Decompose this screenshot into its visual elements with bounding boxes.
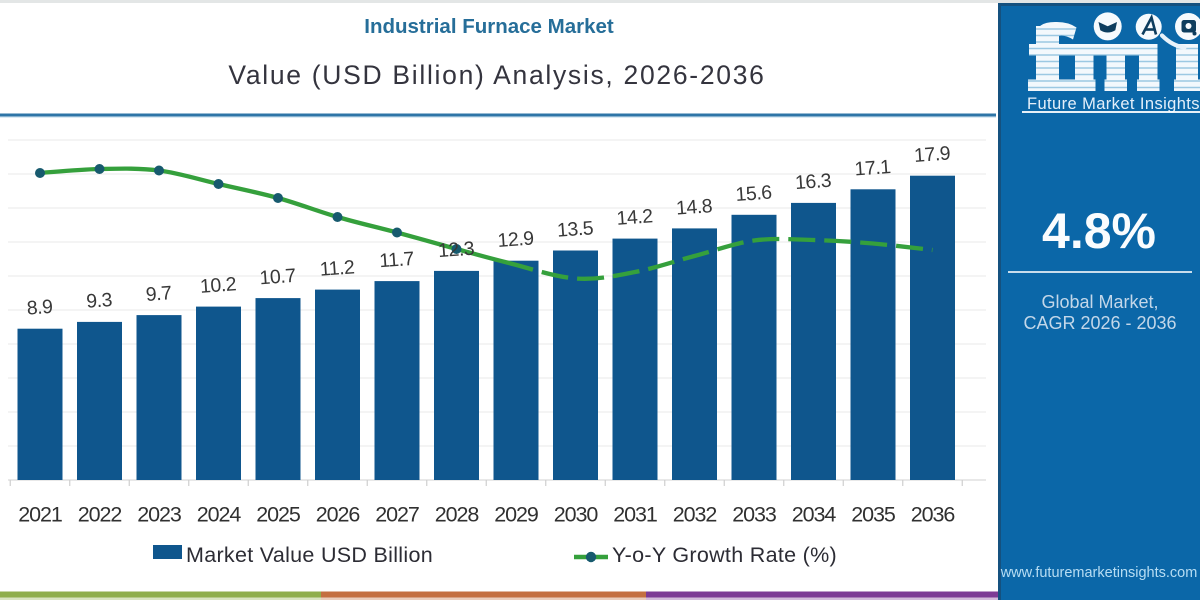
svg-text:2034: 2034: [792, 503, 837, 527]
svg-text:2024: 2024: [197, 503, 242, 527]
svg-text:2026: 2026: [316, 503, 361, 527]
svg-text:Industrial Furnace Market: Industrial Furnace Market: [364, 15, 614, 38]
svg-text:14.8: 14.8: [675, 195, 712, 219]
svg-text:2027: 2027: [375, 503, 419, 527]
svg-text:2028: 2028: [435, 503, 480, 527]
svg-text:17.9: 17.9: [913, 142, 950, 166]
svg-text:2033: 2033: [732, 503, 777, 527]
svg-text:14.2: 14.2: [616, 205, 653, 229]
svg-text:2023: 2023: [137, 503, 182, 527]
svg-text:12.9: 12.9: [497, 227, 534, 251]
svg-text:10.7: 10.7: [259, 265, 296, 289]
svg-text:17.1: 17.1: [854, 156, 891, 180]
svg-text:2035: 2035: [851, 503, 896, 527]
svg-text:Market Value USD Billion: Market Value USD Billion: [186, 543, 433, 567]
svg-text:2025: 2025: [256, 503, 301, 527]
svg-text:9.7: 9.7: [145, 282, 172, 306]
svg-text:8.9: 8.9: [26, 296, 53, 320]
svg-text:9.3: 9.3: [86, 289, 113, 313]
svg-text:13.5: 13.5: [556, 217, 594, 242]
svg-text:2036: 2036: [911, 503, 956, 527]
svg-text:Y-o-Y Growth Rate (%): Y-o-Y Growth Rate (%): [612, 543, 837, 567]
svg-text:11.7: 11.7: [379, 248, 415, 272]
svg-text:2032: 2032: [673, 503, 717, 527]
svg-text:16.3: 16.3: [794, 170, 831, 194]
svg-text:2030: 2030: [554, 503, 599, 527]
svg-text:11.2: 11.2: [319, 256, 355, 280]
svg-text:Value (USD Billion) Analysis,: Value (USD Billion) Analysis, 2026-2036: [228, 60, 765, 90]
svg-text:2029: 2029: [494, 503, 538, 527]
svg-text:2022: 2022: [78, 503, 122, 527]
svg-text:15.6: 15.6: [735, 182, 772, 206]
svg-text:12.3: 12.3: [437, 238, 474, 262]
svg-text:2031: 2031: [613, 503, 657, 527]
svg-text:10.2: 10.2: [199, 273, 236, 297]
svg-text:2021: 2021: [18, 503, 62, 527]
